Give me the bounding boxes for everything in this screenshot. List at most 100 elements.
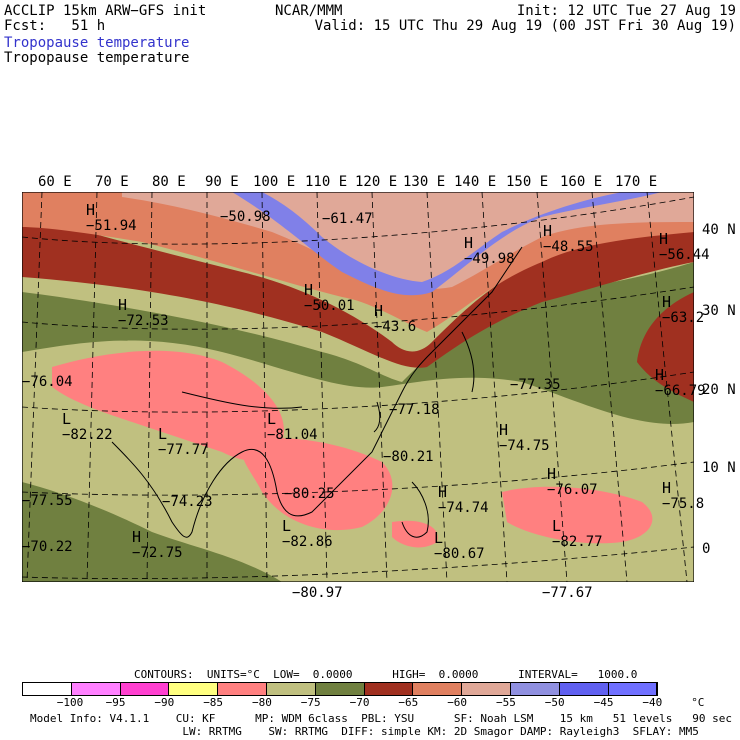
high-marker: H [464,234,474,252]
high-marker: H [86,201,96,219]
high-marker: H [304,281,314,299]
lon-label: 60 E [38,174,72,190]
valid-time: Valid: 15 UTC Thu 29 Aug 19 (00 JST Fri … [314,18,736,34]
lon-label: 130 E [403,174,446,190]
colorbar-swatch [413,683,463,695]
colorbar-tick-label: −55 [496,696,516,709]
colorbar-tick-label: −65 [398,696,419,709]
point-value: −75.8 [662,496,705,512]
point-value: −61.47 [322,211,373,227]
colorbar-tick-label: −70 [349,696,370,709]
model-info-line2: LW: RRTMG SW: RRTMG DIFF: simple KM: 2D … [30,725,699,738]
colorbar-swatch [266,683,316,695]
region-cold-3 [502,486,653,544]
colorbar-tick-label: −60 [447,696,468,709]
low-marker: L [267,410,277,428]
colorbar-tick-label: −100 [56,696,84,709]
lon-label: 160 E [560,174,603,190]
center-name: NCAR/MMM [275,3,343,19]
lon-label: 70 E [95,174,129,190]
colorbar-tick-label: −45 [593,696,614,709]
point-value: −50.01 [304,298,355,314]
point-value: −81.04 [267,427,318,443]
field-name-contour: Tropopause temperature [4,50,190,66]
band-salmon-inner [262,192,622,282]
point-value: −82.86 [282,534,333,550]
lon-label: 170 E [615,174,658,190]
colorbar-tick-label: −95 [105,696,126,709]
point-value: −49.98 [464,251,515,267]
lat-label: 10 N [702,460,736,476]
point-value: −80.25 [284,486,335,502]
point-value: −74.75 [499,438,550,454]
tropopause-map [22,192,694,582]
high-marker: H [547,465,557,483]
forecast-hour: Fcst: 51 h [4,18,106,34]
band-dark-red [22,212,694,402]
low-marker: L [282,517,292,535]
colorbar [22,682,659,696]
colorbar-tick-label: −90 [154,696,175,709]
high-marker: H [662,479,672,497]
colorbar-swatch [71,683,121,695]
point-value: −70.22 [22,539,73,555]
region-cold-4 [392,520,438,548]
colorbar-tick-label: −85 [203,696,224,709]
point-value: −80.67 [434,546,485,562]
point-value: −80.97 [292,585,343,601]
colorbar-swatch [608,683,658,695]
colorbar-swatch [169,683,219,695]
point-value: −82.77 [552,534,603,550]
region-cold-2 [241,438,393,531]
point-value: −77.35 [510,377,561,393]
high-marker: H [659,230,669,248]
lon-label: 90 E [205,174,239,190]
graticule [22,192,694,582]
point-value: −51.94 [86,218,137,234]
high-marker: H [118,296,128,314]
point-value: −72.53 [118,313,169,329]
low-marker: L [158,425,168,443]
point-value: −66.79 [655,383,706,399]
field-name-shaded: Tropopause temperature [4,35,190,51]
point-value: −77.67 [542,585,593,601]
lat-label: 20 N [702,382,736,398]
colorbar-tick-label: −80 [252,696,272,709]
point-value: −48.55 [543,239,594,255]
colorbar-swatch [315,683,365,695]
point-value: −63.2 [662,310,705,326]
colorbar-tick-label: −40 [642,696,663,709]
colorbar-swatch [364,683,414,695]
colorbar-swatch [510,683,560,695]
colorbar-swatch [218,683,267,695]
low-marker: L [552,517,562,535]
point-value: −82.22 [62,427,113,443]
point-value: −72.75 [132,545,183,561]
high-marker: H [438,483,448,501]
high-marker: H [374,302,384,320]
init-time: Init: 12 UTC Tue 27 Aug 19 [516,3,736,19]
colorbar-tick-label: −50 [544,696,565,709]
lon-label: 110 E [305,174,348,190]
low-marker: L [434,529,444,547]
point-value: −74.23 [162,494,213,510]
contour-info: CONTOURS: UNITS=°C LOW= 0.0000 HIGH= 0.0… [134,668,638,681]
region-cold-1 [52,350,284,461]
point-value: −80.21 [383,449,434,465]
coastlines [111,246,523,538]
colorbar-swatch [23,683,72,695]
colorbar-swatch [462,683,511,695]
lon-label: 140 E [454,174,497,190]
lon-label: 100 E [253,174,296,190]
high-marker: H [132,528,142,546]
colorbar-swatch [559,683,609,695]
lat-label: 30 N [702,303,736,319]
lon-label: 80 E [152,174,186,190]
point-value: −56.44 [659,247,710,263]
model-info-line1: Model Info: V4.1.1 CU: KF MP: WDM 6class… [30,712,732,725]
model-title: ACCLIP 15km ARW−GFS init [4,3,207,19]
point-value: −77.55 [22,493,73,509]
colorbar-tick-label: °C [691,696,705,709]
point-value: −50.98 [220,209,271,225]
high-marker: H [499,421,509,439]
